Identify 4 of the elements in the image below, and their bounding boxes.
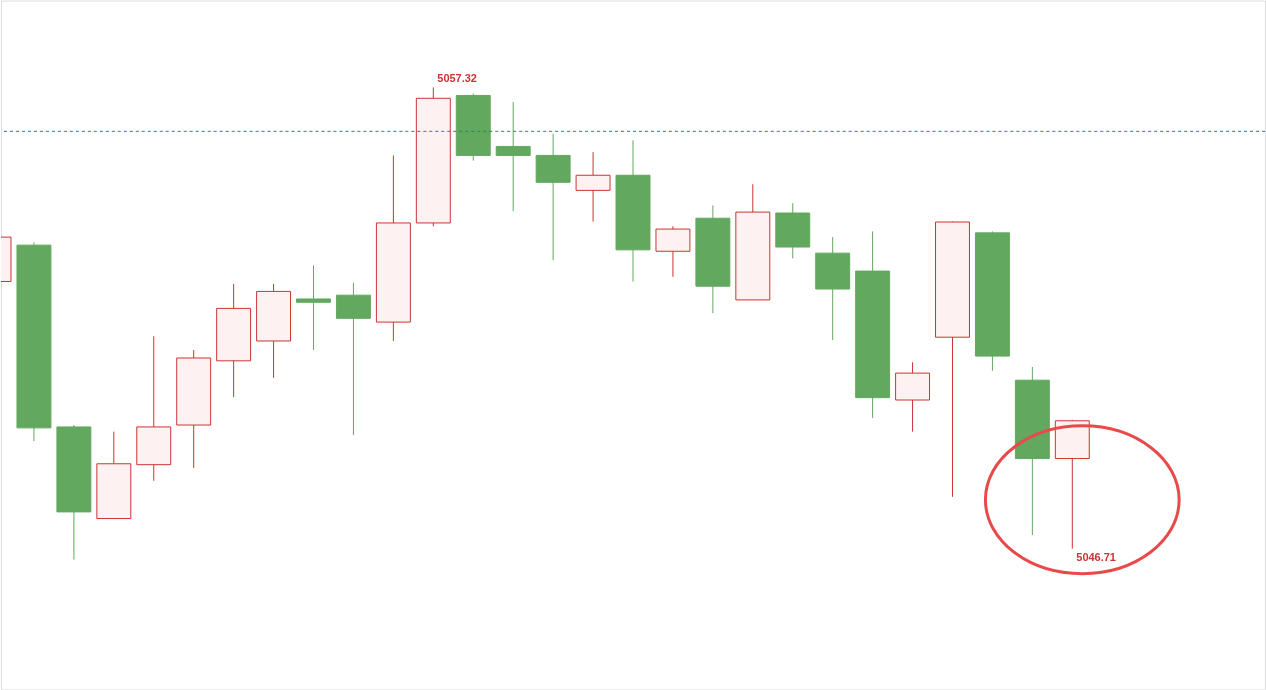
text: 5057.32	[437, 72, 477, 85]
candlestick	[296, 264, 331, 351]
annotation: 5046.71	[1076, 550, 1116, 563]
candlestick	[495, 101, 531, 212]
